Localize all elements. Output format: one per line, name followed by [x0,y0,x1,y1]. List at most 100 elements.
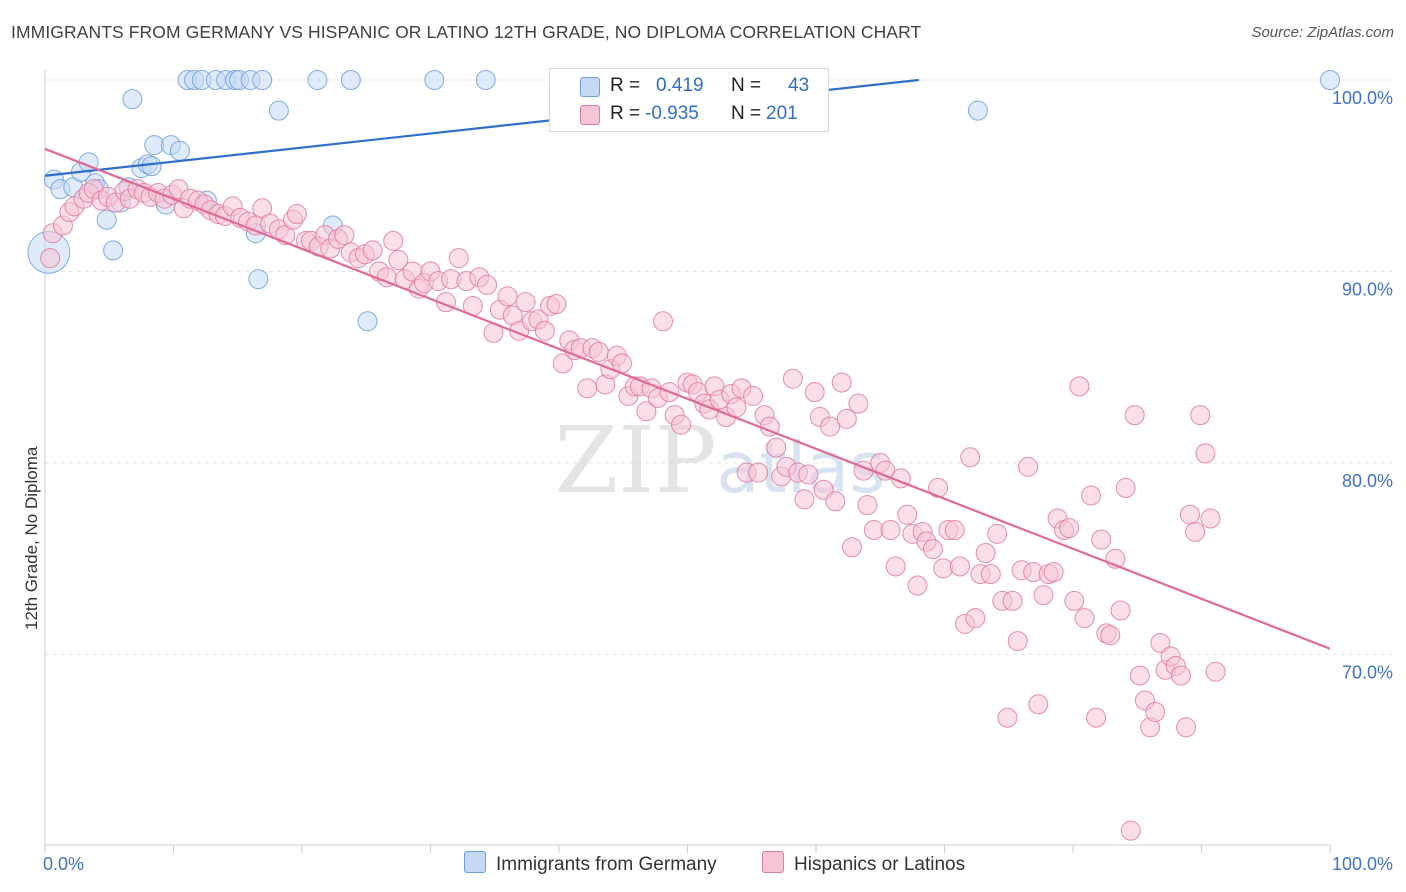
point-hispanic [766,437,787,458]
point-hispanic [1129,665,1150,686]
point-hispanic [1080,485,1101,506]
source-label: Source: ZipAtlas.com [1251,24,1394,41]
point-hispanic [383,230,404,251]
point-hispanic [933,558,954,579]
y-tick-label: 80.0% [1342,471,1393,491]
point-hispanic [1110,600,1131,621]
point-hispanic [497,286,518,307]
point-hispanic [975,543,996,564]
bottom-legend-germany: Immigrants from Germany [464,851,717,876]
point-hispanic [1033,585,1054,606]
point-hispanic [997,707,1018,728]
point-germany [103,240,124,261]
point-hispanic [636,401,657,422]
point-hispanic [653,311,674,332]
point-hispanic [944,520,965,541]
point-germany [424,70,445,90]
point-hispanic [1091,529,1112,550]
point-germany [144,135,165,156]
point-germany [169,140,190,161]
point-germany [357,311,378,332]
point-hispanic [1120,820,1141,841]
point-hispanic [546,294,567,315]
point-hispanic [949,556,970,577]
point-germany [141,156,162,177]
trend-line-hispanic [44,147,1331,650]
point-hispanic [1059,518,1080,539]
point-hispanic [515,292,536,313]
bottom-legend-hispanic: Hispanics or Latinos [762,851,965,876]
legend-r-label: R = [610,103,641,124]
point-hispanic [885,556,906,577]
point-germany [1320,70,1340,90]
point-germany [307,70,328,90]
point-hispanic [1115,477,1136,498]
point-hispanic [448,248,469,269]
point-hispanic [388,250,409,271]
point-hispanic [1100,625,1121,646]
point-hispanic [334,225,355,246]
point-hispanic [1145,701,1166,722]
legend-r-label: R = [610,75,641,96]
tick-labels: 70.0% 80.0% 90.0% 100.0% 0.0% 100.0% [43,88,1393,874]
point-hispanic [980,564,1001,585]
point-hispanic [880,520,901,541]
correlation-legend: R = 0.419 N = 43 R = -0.935 N = 201 [549,68,829,132]
legend-r-value: -0.935 [645,103,699,124]
data-points [27,70,1340,841]
point-hispanic [1205,661,1226,682]
legend-n-value: 201 [766,103,798,124]
legend-row-hispanic: R = -0.935 N = 201 [550,101,828,127]
point-hispanic [820,416,841,437]
point-hispanic [836,408,857,429]
point-hispanic [1195,443,1216,464]
point-hispanic [848,393,869,414]
legend-row-germany: R = 0.419 N = 43 [550,73,828,99]
watermark: ZIPatlas [554,407,885,514]
point-germany [967,100,988,121]
point-hispanic [577,378,598,399]
point-hispanic [1086,707,1107,728]
bottom-legend-label-germany: Immigrants from Germany [496,854,717,875]
chart-title: IMMIGRANTS FROM GERMANY VS HISPANIC OR L… [11,22,922,42]
point-hispanic [863,520,884,541]
point-hispanic [40,248,61,269]
bottom-legend-swatch-hispanic [762,851,784,873]
point-hispanic [798,464,819,485]
point-hispanic [1170,665,1191,686]
point-hispanic [362,240,383,261]
y-tick-label: 90.0% [1342,280,1393,300]
bottom-legend-label-hispanic: Hispanics or Latinos [794,854,966,875]
point-germany [96,209,117,230]
bottom-legend-swatch-germany [464,851,486,873]
axes [44,70,1331,853]
point-germany [268,100,289,121]
point-hispanic [1007,631,1028,652]
point-hispanic [477,274,498,295]
point-hispanic [782,368,803,389]
point-hispanic [1124,405,1145,426]
x-tick-label: 0.0% [43,854,84,874]
point-hispanic [534,320,555,341]
x-tick-label: 100.0% [1332,854,1393,874]
point-hispanic [841,537,862,558]
point-germany [340,70,361,90]
point-hispanic [1074,608,1095,629]
point-hispanic [1200,508,1221,529]
point-hispanic [1064,590,1085,611]
point-hispanic [1043,562,1064,583]
point-hispanic [1069,376,1090,397]
trend-lines [44,78,1331,650]
point-hispanic [748,462,769,483]
point-germany [248,269,269,290]
point-hispanic [804,382,825,403]
point-hispanic [1018,456,1039,477]
point-hispanic [831,372,852,393]
point-hispanic [286,204,307,225]
point-hispanic [794,489,815,510]
point-germany [475,70,496,90]
point-hispanic [1002,590,1023,611]
y-tick-label: 70.0% [1342,663,1393,683]
point-hispanic [743,385,764,406]
